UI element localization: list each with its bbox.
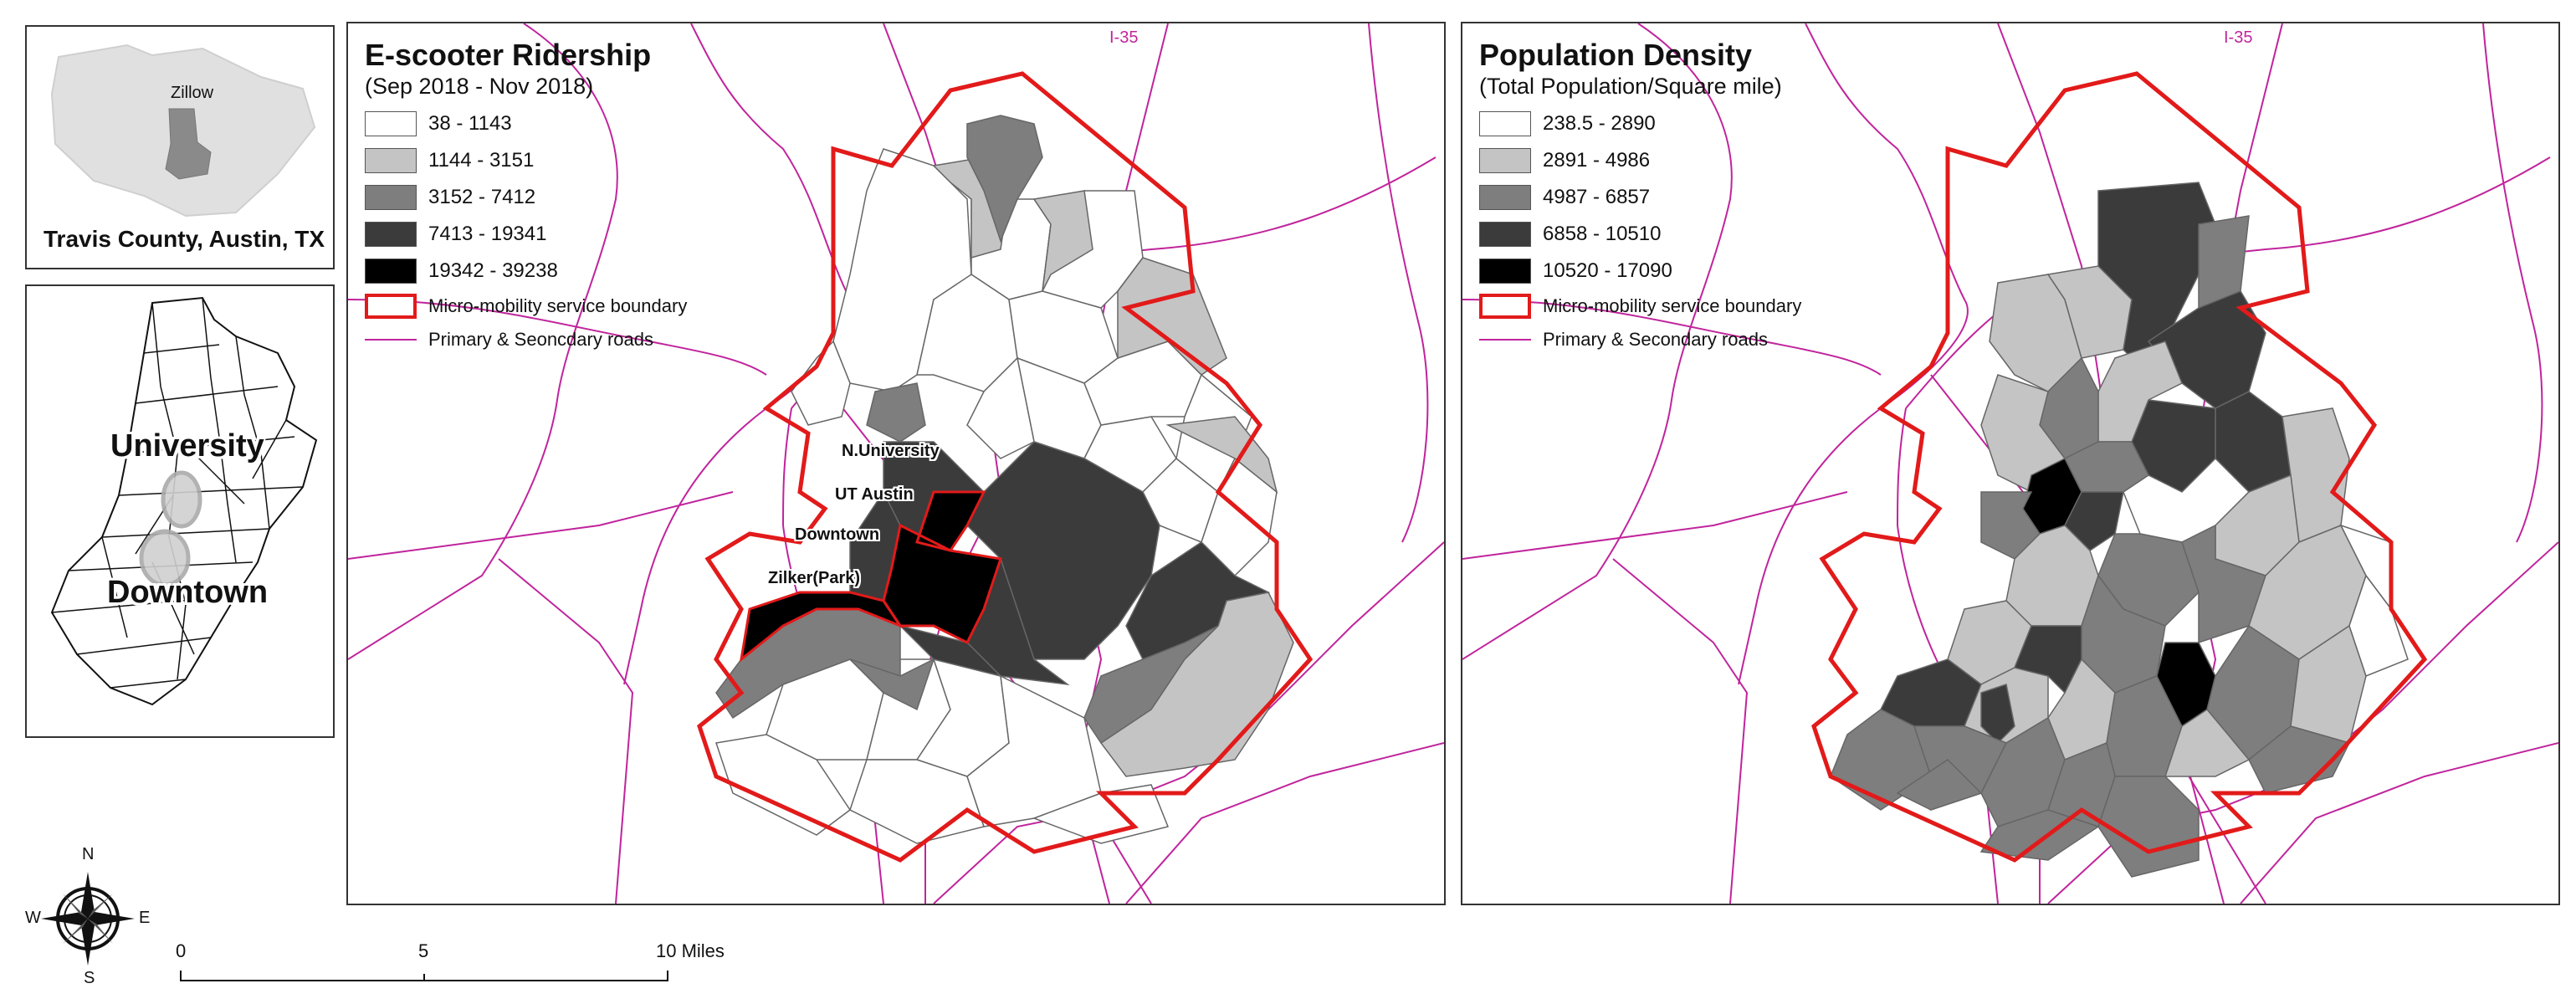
density-legend-label: 10520 - 17090 xyxy=(1543,259,1672,282)
university-label: University xyxy=(110,428,264,464)
ridership-i35-label: I-35 xyxy=(1109,28,1139,47)
ridership-legend-label: 7413 - 19341 xyxy=(428,223,547,245)
austin-study-area xyxy=(165,108,212,180)
ridership-map xyxy=(348,23,1444,904)
ridership-legend-row: 7413 - 19341 xyxy=(365,216,687,253)
ridership-legend-label: 19342 - 39238 xyxy=(428,259,558,282)
ridership-roads-label: Primary & Seoncdary roads xyxy=(428,329,653,350)
ridership-legend-row: 3152 - 7412 xyxy=(365,179,687,216)
compass-e: E xyxy=(139,909,151,927)
ridership-legend-row: 19342 - 39238 xyxy=(365,253,687,289)
density-swatch xyxy=(1479,185,1531,210)
density-i35-label: I-35 xyxy=(2224,28,2253,47)
compass-s: S xyxy=(84,969,95,987)
density-tracts xyxy=(1830,182,2409,878)
zillow-label: Zillow xyxy=(171,84,214,102)
university-highlight xyxy=(161,470,202,529)
ridership-legend-label: 38 - 1143 xyxy=(428,112,512,135)
boundary-swatch xyxy=(365,294,417,319)
density-legend-label: 4987 - 6857 xyxy=(1543,186,1651,208)
ridership-swatch xyxy=(365,148,417,173)
road-swatch xyxy=(1479,339,1531,341)
county-caption: Travis County, Austin, TX xyxy=(44,226,325,252)
downtown-highlight xyxy=(139,529,191,587)
density-title: Population Density xyxy=(1479,38,1753,72)
ridership-swatch xyxy=(365,259,417,284)
density-legend-row: 10520 - 17090 xyxy=(1479,253,1801,289)
ridership-swatch xyxy=(365,222,417,247)
ridership-legend-label: 3152 - 7412 xyxy=(428,186,536,208)
compass-n: N xyxy=(82,845,95,863)
ridership-boundary-label: Micro-mobility service boundary xyxy=(428,295,688,316)
scale-bar: 0 5 10 Miles xyxy=(167,937,753,996)
place-ut-austin: UT Austin xyxy=(835,485,914,504)
density-roads-label: Primary & Secondary roads xyxy=(1543,329,1768,350)
scale-0: 0 xyxy=(176,940,187,961)
compass-rose: N S E W xyxy=(25,845,151,987)
ridership-swatch xyxy=(365,185,417,210)
county-inset-map xyxy=(50,44,316,218)
ridership-legend-row: 38 - 1143 xyxy=(365,105,687,142)
ridership-legend-label: 1144 - 3151 xyxy=(428,149,535,172)
density-legend-boundary-row: Micro-mobility service boundary xyxy=(1479,289,1801,323)
place-downtown: Downtown xyxy=(795,525,880,544)
density-legend-row: 4987 - 6857 xyxy=(1479,179,1801,216)
density-map xyxy=(1462,23,2558,904)
ridership-tracts xyxy=(715,115,1294,844)
density-legend-row: 2891 - 4986 xyxy=(1479,142,1801,179)
scale-bar-graphic xyxy=(180,971,668,981)
boundary-swatch xyxy=(1479,294,1531,319)
ridership-legend: E-scooter Ridership (Sep 2018 - Nov 2018… xyxy=(365,38,687,356)
road-swatch xyxy=(365,339,417,341)
density-legend-row: 6858 - 10510 xyxy=(1479,216,1801,253)
ridership-legend-roads-row: Primary & Seoncdary roads xyxy=(365,323,687,356)
downtown-label: Downtown xyxy=(107,575,269,610)
ridership-service-boundary xyxy=(697,71,1314,863)
density-service-boundary xyxy=(1811,71,2428,863)
ridership-swatch xyxy=(365,111,417,136)
city-inset: University Downtown xyxy=(25,284,335,738)
density-subtitle: (Total Population/Square mile) xyxy=(1479,74,1782,99)
density-legend: Population Density (Total Population/Squ… xyxy=(1479,38,1801,356)
density-legend-row: 238.5 - 2890 xyxy=(1479,105,1801,142)
density-swatch xyxy=(1479,259,1531,284)
ridership-legend-row: 1144 - 3151 xyxy=(365,142,687,179)
density-swatch xyxy=(1479,222,1531,247)
density-swatch xyxy=(1479,111,1531,136)
ridership-title: E-scooter Ridership xyxy=(365,38,652,72)
compass-w: W xyxy=(25,909,41,927)
density-legend-label: 6858 - 10510 xyxy=(1543,223,1662,245)
scale-5: 5 xyxy=(418,940,429,961)
ridership-core-outlines xyxy=(739,490,1002,663)
density-map-panel: I-35 Population Density (Total Populatio… xyxy=(1461,22,2560,905)
scale-10: 10 Miles xyxy=(656,940,725,961)
density-legend-label: 238.5 - 2890 xyxy=(1543,112,1656,135)
ridership-legend-boundary-row: Micro-mobility service boundary xyxy=(365,289,687,323)
ridership-map-panel: I-35 E-scooter Ridership (Sep 2018 - Nov… xyxy=(346,22,1446,905)
place-n-university: N.University xyxy=(842,442,940,460)
ridership-subtitle: (Sep 2018 - Nov 2018) xyxy=(365,74,594,99)
density-boundary-label: Micro-mobility service boundary xyxy=(1543,295,1802,316)
compass-icon xyxy=(41,872,135,966)
county-inset: Zillow Travis County, Austin, TX xyxy=(25,25,335,269)
density-legend-roads-row: Primary & Secondary roads xyxy=(1479,323,1801,356)
city-inset-map xyxy=(50,296,318,706)
place-zilker: Zilker(Park) xyxy=(768,569,861,587)
density-swatch xyxy=(1479,148,1531,173)
density-legend-label: 2891 - 4986 xyxy=(1543,149,1651,172)
